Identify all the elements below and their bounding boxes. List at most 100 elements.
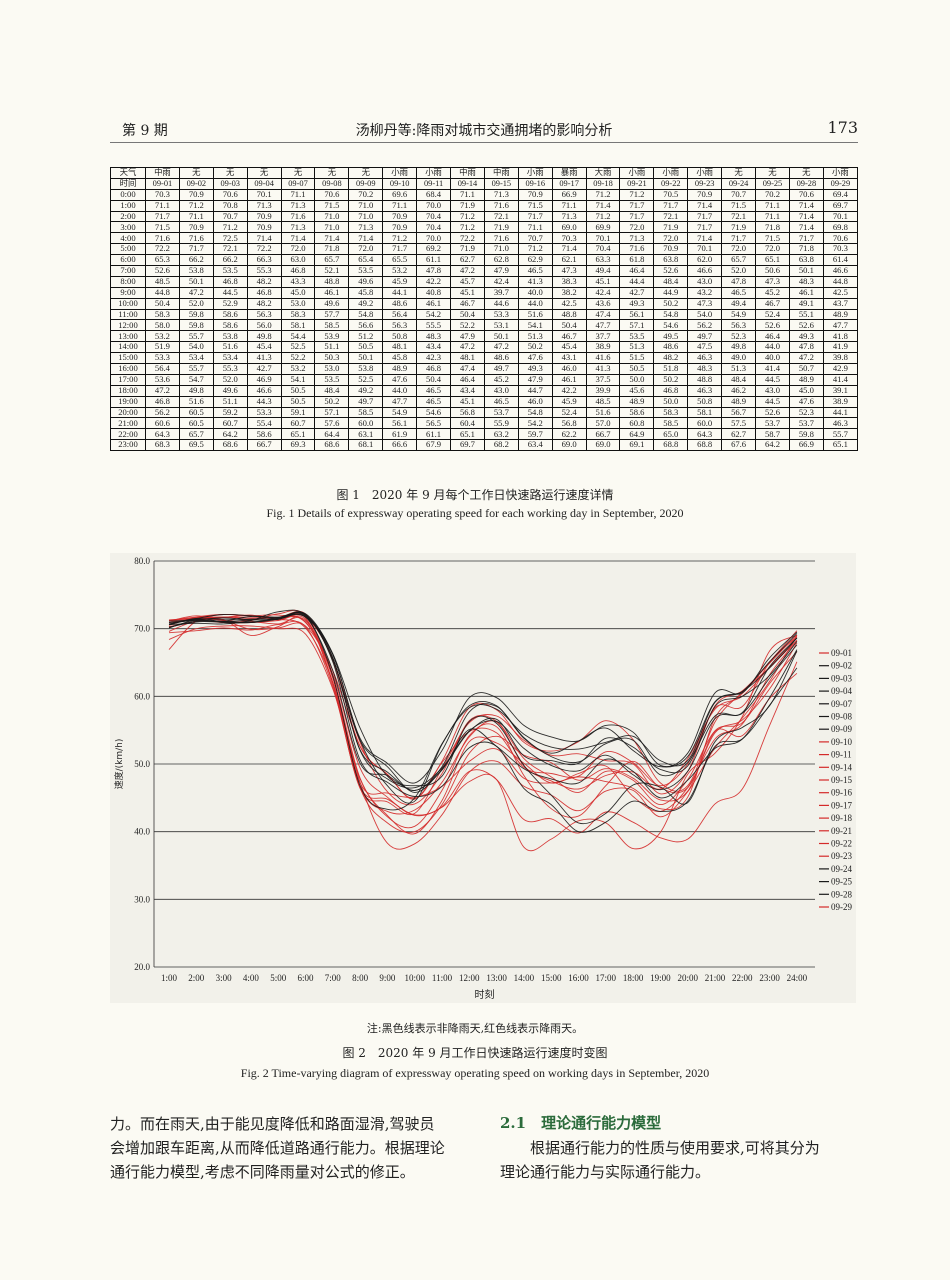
table-cell: 71.4 [585,199,621,212]
table-row: 10:00 50.4 52.0 52.9 48.2 53.0 49.6 49.2 48.6 46.… [110,297,859,310]
table-cell: 54.0 [178,341,214,354]
table-cell: 48.4 [314,384,350,397]
legend-label: 09-07 [831,699,852,709]
table-cell: 43.0 [755,384,790,397]
table-cell: 46.1 [551,373,587,386]
table-cell: 无 [178,167,214,179]
table-cell: 63.2 [483,428,519,441]
body-line: 理论通行能力与实际通行能力。 [500,1163,711,1181]
table-cell: 50.0 [653,395,689,408]
table-cell: 60.7 [212,417,248,430]
table-cell: 50.0 [619,373,655,386]
table-cell: 45.4 [246,341,282,354]
table-cell: 71.4 [280,232,316,245]
table-cell: 72.1 [483,210,519,223]
table-cell: 47.9 [450,330,485,343]
table-cell: 47.5 [687,341,723,354]
table-cell: 71.5 [314,199,350,212]
series-line-09-29 [168,620,798,843]
table-cell: 大雨 [585,167,621,179]
table-cell: 49.3 [619,297,655,310]
table-cell: 71.2 [178,199,214,212]
table-cell: 46.9 [246,373,282,386]
table-cell: 55.9 [483,417,519,430]
table-cell: 70.9 [246,210,282,223]
page-number: 173 [827,118,858,137]
table-cell: 48.1 [382,341,418,354]
table-cell: 47.3 [551,265,587,277]
table-cell: 45.7 [450,275,485,288]
table-cell: 58.1 [687,406,723,419]
x-tick-label: 1:00 [161,973,178,983]
row-header-cell: 23:00 [110,439,146,452]
table-cell: 43.2 [687,286,723,299]
table-cell: 50.8 [687,395,723,408]
table-row: 11:00 58.3 59.8 58.6 56.3 58.3 57.7 54.8 56.4 54.… [110,308,859,321]
table-cell: 71.4 [246,232,282,245]
table-cell: 41.4 [755,363,790,375]
table-cell: 71.9 [450,243,485,256]
table-cell: 43.7 [822,297,859,310]
table-cell: 53.1 [483,319,519,332]
table-cell: 小雨 [822,167,859,179]
x-tick-label: 10:00 [404,973,425,983]
table-cell: 小雨 [619,167,655,179]
legend-label: 09-09 [831,724,852,734]
table-cell: 71.2 [382,232,418,245]
table-cell: 52.6 [145,265,180,277]
table-cell: 70.9 [178,221,214,234]
table-cell: 09-17 [551,177,587,190]
table-cell: 56.8 [450,406,485,419]
table-cell: 49.2 [348,297,384,310]
table-row: 19:00 46.8 51.6 51.1 44.3 50.5 50.2 49.7 47.7 46.… [110,395,859,408]
table-cell: 38.2 [551,286,587,299]
table-cell: 71.2 [212,221,248,234]
body-line: 根据通行能力的性质与使用要求,可将其分为 [500,1139,820,1157]
speed-chart-panel: 20.0 30.0 40.0 50.0 60.0 70.0 80.0 1:00 2:00 3:00… [110,553,856,1003]
table-cell: 54.8 [517,406,553,419]
table-cell: 66.7 [585,428,621,441]
table-row: 18:00 47.2 49.8 49.6 46.6 50.5 48.4 49.2 44.0 46.… [110,384,859,397]
table-cell: 69.1 [619,439,655,452]
table-cell: 52.5 [280,341,316,354]
table-cell: 46.1 [416,297,452,310]
table-cell: 58.6 [212,319,248,332]
table-cell: 53.5 [348,265,384,277]
table-cell: 50.4 [416,373,452,386]
table-cell: 72.2 [145,243,180,256]
table-cell: 71.2 [450,221,485,234]
y-tick-label: 60.0 [134,691,150,701]
table-cell: 71.1 [382,199,418,212]
table-cell: 46.6 [687,265,723,277]
table-cell: 小雨 [653,167,689,179]
table-cell: 55.7 [178,330,214,343]
table-cell: 50.4 [551,319,587,332]
fig1-caption-en: Fig. 1 Details of expressway operating s… [266,506,684,520]
table-cell: 39.1 [822,384,859,397]
table-cell: 44.3 [246,395,282,408]
table-row: 21:00 60.6 60.5 60.7 55.4 60.7 57.6 60.0 56.1 56.… [110,417,859,430]
table-cell: 51.6 [178,395,214,408]
row-header-cell: 时间 [110,177,146,190]
table-cell: 46.7 [755,297,790,310]
table-cell: 50.4 [145,297,180,310]
table-cell: 71.2 [517,243,553,256]
table-cell: 70.6 [822,232,859,245]
table-cell: 46.3 [687,352,723,365]
table-cell: 51.9 [145,341,180,354]
table-cell: 09-15 [483,177,519,190]
table-cell: 71.5 [145,221,180,234]
table-cell: 64.2 [755,439,790,452]
table-row: 9:00 44.8 47.2 44.5 46.8 45.0 46.1 45.8 44.1 40.8… [110,286,859,299]
table-cell: 71.7 [687,221,723,234]
table-cell: 50.3 [314,352,350,365]
table-cell: 70.0 [416,232,452,245]
table-cell: 65.7 [178,428,214,441]
table-cell: 65.3 [145,254,180,267]
table-cell: 56.1 [619,308,655,321]
row-header-cell: 1:00 [110,199,146,212]
table-cell: 09-23 [687,177,723,190]
table-cell: 70.6 [314,188,350,201]
row-header-cell: 21:00 [110,417,146,430]
table-row: 8:00 48.5 50.1 46.8 48.2 43.3 48.8 49.6 45.9 42.2… [110,275,859,288]
